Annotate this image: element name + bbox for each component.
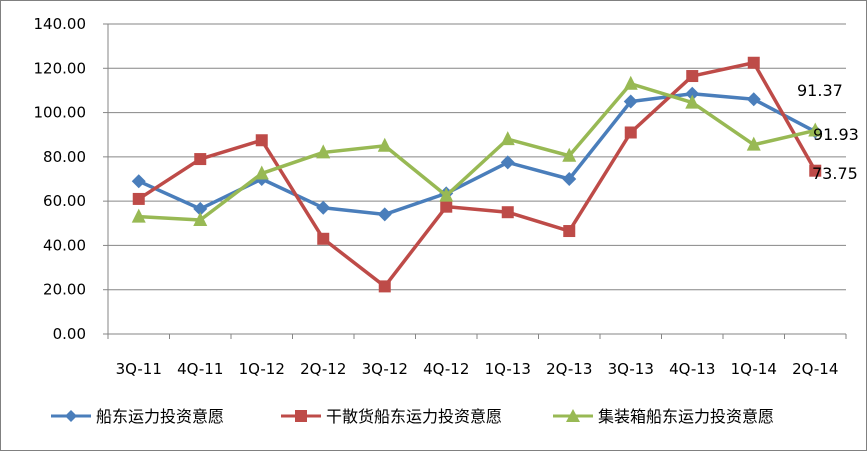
data-point-triangle	[377, 137, 392, 152]
axes: 0.00 20.00 40.00 60.00 80.00 100.00 120.00 140.…	[34, 15, 847, 378]
x-tick-label: 1Q-13	[485, 360, 531, 378]
x-tick-label: 3Q-12	[362, 360, 408, 378]
x-tick-label: 1Q-12	[239, 360, 285, 378]
x-tick-label: 4Q-12	[423, 360, 469, 378]
data-point-square	[132, 192, 145, 205]
series-lines	[131, 56, 823, 293]
x-tick-label: 4Q-13	[669, 360, 715, 378]
data-point-diamond	[131, 174, 146, 189]
legend-item-series-3: 集装箱船东运力投资意愿	[553, 407, 774, 426]
data-point-square	[378, 280, 391, 293]
legend-label-series-3: 集装箱船东运力投资意愿	[598, 407, 774, 426]
data-point-square	[563, 225, 576, 238]
legend: 船东运力投资意愿 干散货船东运力投资意愿 集装箱船东运力投资意愿	[51, 407, 774, 426]
data-point-diamond	[316, 200, 331, 215]
data-point-square	[809, 164, 822, 177]
data-point-diamond	[746, 92, 761, 107]
data-point-triangle	[685, 94, 700, 109]
y-tick-label: 80.00	[43, 148, 86, 166]
series-line-2	[137, 61, 817, 289]
x-tick-label: 2Q-13	[546, 360, 592, 378]
legend-item-series-1: 船东运力投资意愿	[51, 407, 224, 426]
data-labels: 91.37 91.93 73.75	[797, 81, 859, 183]
y-tick-label: 0.00	[53, 325, 86, 343]
data-point-square	[440, 200, 453, 213]
data-point-diamond	[500, 155, 515, 170]
data-point-diamond	[377, 207, 392, 222]
data-point-triangle	[254, 165, 269, 180]
gridlines	[108, 23, 846, 291]
legend-marker-square	[295, 410, 307, 422]
x-tick-label: 2Q-12	[300, 360, 346, 378]
data-label-series-2-last: 73.75	[812, 164, 858, 183]
data-point-diamond	[685, 86, 700, 101]
series-line-1	[138, 92, 817, 217]
data-point-triangle	[623, 75, 638, 90]
y-tick-label: 120.00	[34, 59, 87, 77]
data-point-triangle	[808, 122, 823, 137]
y-tick-label: 140.00	[34, 15, 87, 33]
x-tick-label: 4Q-11	[177, 360, 223, 378]
data-point-diamond	[193, 201, 208, 216]
data-point-triangle	[746, 136, 761, 151]
data-point-triangle	[500, 131, 515, 146]
data-point-square	[194, 153, 207, 166]
data-point-square	[501, 206, 514, 219]
data-point-square	[255, 134, 268, 147]
series-line-3	[138, 82, 816, 222]
y-tick-label: 20.00	[43, 281, 86, 299]
legend-label-series-2: 干散货船东运力投资意愿	[326, 407, 502, 426]
y-tick-label: 40.00	[43, 236, 86, 254]
data-point-diamond	[623, 94, 638, 109]
legend-label-series-1: 船东运力投资意愿	[96, 407, 224, 426]
data-point-square	[747, 56, 760, 69]
x-tick-label: 3Q-11	[116, 360, 162, 378]
x-tick-label: 3Q-13	[608, 360, 654, 378]
data-label-series-3-last: 91.93	[813, 125, 859, 144]
x-tick-label: 2Q-14	[792, 360, 838, 378]
x-tick-label: 1Q-14	[731, 360, 777, 378]
legend-marker-diamond	[65, 410, 77, 422]
data-point-triangle	[562, 147, 577, 162]
legend-marker-triangle	[566, 409, 580, 422]
data-point-triangle	[439, 187, 454, 202]
y-tick-label: 60.00	[43, 192, 86, 210]
data-point-triangle	[131, 208, 146, 223]
y-tick-label: 100.00	[34, 104, 87, 122]
legend-item-series-2: 干散货船东运力投资意愿	[281, 407, 502, 426]
data-point-square	[686, 70, 699, 83]
data-point-triangle	[193, 211, 208, 226]
data-point-square	[624, 126, 637, 139]
data-label-series-1-last: 91.37	[797, 81, 843, 100]
data-point-diamond	[562, 172, 577, 186]
data-point-square	[317, 232, 330, 245]
series-2	[132, 56, 822, 293]
data-point-triangle	[316, 144, 331, 159]
series-3	[131, 75, 823, 226]
